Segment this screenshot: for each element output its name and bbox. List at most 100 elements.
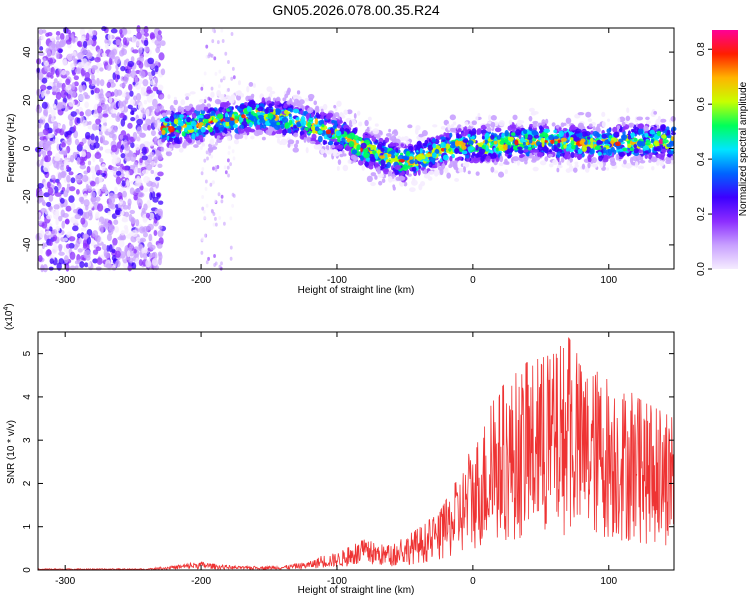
- spectrogram-cell: [498, 162, 504, 167]
- spectrogram-cell: [255, 124, 261, 131]
- spectrogram-cell: [158, 52, 165, 61]
- spectrogram-cell: [42, 139, 48, 148]
- spectrogram-cell: [52, 228, 58, 236]
- spectrogram-cell: [471, 152, 476, 156]
- spectrogram-cell: [142, 187, 149, 193]
- spectrogram-cell: [407, 173, 412, 177]
- spectrogram-cell: [387, 153, 392, 158]
- spectrogram-cell: [370, 145, 374, 151]
- spectrogram-cell: [158, 225, 163, 230]
- spectrogram-cell: [408, 156, 414, 160]
- spectrogram-cell: [575, 144, 579, 151]
- spectrogram-cell: [602, 161, 607, 167]
- spectrogram-cell: [149, 141, 155, 147]
- spectrogram-cell: [325, 115, 331, 120]
- spectrogram-cell: [153, 230, 158, 236]
- spectrogram-cell: [613, 131, 620, 138]
- spectrogram-cell: [607, 118, 611, 122]
- spectrogram-cell: [187, 139, 192, 144]
- spectrogram-cell: [644, 154, 648, 159]
- spectrogram-cell: [625, 163, 632, 169]
- spectrogram-cell: [574, 113, 581, 119]
- spectrogram-cell: [136, 31, 142, 40]
- spectrogram-cell: [77, 51, 84, 60]
- spectrogram-cell: [85, 32, 90, 41]
- spectrogram-cell: [384, 137, 390, 143]
- spectrogram-cell: [58, 243, 63, 250]
- spectrogram-cell: [161, 138, 166, 143]
- spectrogram-cell: [339, 112, 344, 117]
- spectrogram-cell: [178, 114, 185, 119]
- spectrogram-cell: [216, 90, 222, 97]
- spectrogram-cell: [356, 110, 361, 116]
- spectrogram-cell: [655, 146, 662, 152]
- spectrogram-cell: [38, 255, 43, 262]
- spectrogram-cell: [616, 125, 621, 130]
- spectrogram-cell: [201, 142, 206, 147]
- spectrogram-cell: [653, 110, 658, 115]
- spectrogram-cell: [227, 60, 230, 65]
- spectrogram-y-axis-label: Frequency (Hz): [6, 114, 17, 183]
- spectrogram-cell: [107, 210, 112, 216]
- spectrogram-cell: [256, 129, 262, 135]
- spectrogram-cell: [670, 116, 676, 122]
- spectrogram-cell: [106, 81, 112, 89]
- spectrogram-cell: [235, 90, 241, 95]
- spectrogram-cell: [214, 165, 218, 170]
- spectrogram-cell: [213, 263, 217, 268]
- spectrogram-cell: [220, 261, 223, 266]
- spectrogram-cell: [167, 94, 171, 100]
- spectrogram-cell: [115, 39, 121, 45]
- colorbar-ticks: 0.0 0.2 0.4 0.6 0.8: [696, 42, 712, 276]
- spectrogram-cell: [666, 143, 673, 148]
- spectrogram-cell: [173, 136, 180, 144]
- spectrogram-cell: [61, 220, 65, 229]
- spectrogram-cell: [403, 155, 410, 161]
- spectrogram-cell: [216, 135, 221, 139]
- spectrogram-cell: [421, 155, 426, 160]
- spectrogram-cell: [307, 121, 312, 129]
- spectrogram-cell: [261, 97, 266, 104]
- spectrogram-cell: [43, 108, 48, 116]
- spectrogram-cell: [578, 132, 583, 138]
- spectrogram-cell: [37, 183, 44, 189]
- spectrogram-cell: [629, 147, 635, 152]
- spectrogram-cell: [537, 151, 541, 157]
- spectrogram-cell: [156, 243, 163, 249]
- spectrogram-cell: [62, 237, 68, 242]
- spectrogram-cell: [462, 166, 467, 173]
- spectrogram-cell: [153, 171, 159, 178]
- spectrogram-cell: [308, 97, 314, 102]
- spectrogram-cell: [138, 47, 143, 55]
- spectrogram-cell: [106, 244, 110, 252]
- spectrogram-cell: [80, 217, 86, 225]
- spectrogram-cell: [569, 163, 573, 167]
- spectrogram-cell: [213, 199, 217, 204]
- spectrogram-cell: [232, 193, 236, 198]
- spectrogram-cell: [90, 180, 96, 187]
- spectrogram-cell: [42, 201, 47, 207]
- spectrogram-cells: [34, 25, 677, 273]
- spectrogram-cell: [150, 169, 155, 174]
- spectrogram-cell: [130, 110, 135, 115]
- spectrogram-cell: [45, 230, 52, 236]
- spectrogram-cell: [560, 157, 565, 163]
- spectrogram-cell: [123, 225, 129, 230]
- spectrogram-cell: [143, 99, 148, 105]
- spectrogram-cell: [589, 148, 595, 155]
- spectrogram-cell: [65, 205, 72, 212]
- spectrogram-cell: [621, 134, 628, 140]
- spectrogram-cell: [392, 184, 396, 189]
- spectrogram-cell: [215, 132, 223, 137]
- spectrogram-cell: [250, 135, 255, 140]
- spectrogram-cell: [458, 167, 464, 173]
- spectrogram-cell: [100, 186, 108, 192]
- spectrogram-cell: [60, 89, 67, 99]
- spectrogram-cell: [361, 165, 365, 171]
- spectrogram-cell: [324, 149, 328, 154]
- spectrogram-cell: [144, 46, 150, 53]
- spectrogram-cell: [394, 169, 399, 176]
- spectrogram-cell: [450, 144, 456, 149]
- spectrogram-cell: [634, 138, 638, 142]
- spectrogram-cell: [138, 259, 143, 266]
